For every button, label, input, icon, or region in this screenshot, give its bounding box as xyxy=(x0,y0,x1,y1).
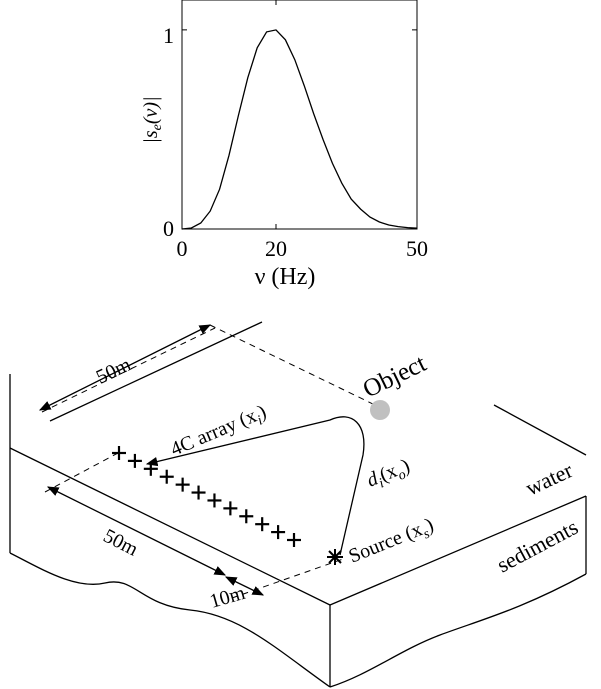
receiver-array xyxy=(112,446,301,547)
receiver-marker xyxy=(112,446,126,460)
water-label: water xyxy=(522,457,577,501)
object-marker xyxy=(370,400,390,420)
dim-arrow-small xyxy=(224,576,265,596)
source-label: Source (xs) xyxy=(346,514,439,572)
receiver-marker xyxy=(271,525,286,540)
top-face-back-edge xyxy=(49,321,263,422)
array-label: 4C array (xi) xyxy=(167,401,271,465)
receiver-marker xyxy=(287,533,301,547)
survey-area-front xyxy=(231,558,344,599)
ray-path xyxy=(145,416,365,556)
distance-label: di(xo) xyxy=(364,455,415,496)
spectrum-curve xyxy=(181,29,418,230)
ytick-label-1: 1 xyxy=(163,23,174,48)
receiver-marker xyxy=(127,453,142,468)
receiver-marker xyxy=(191,485,206,500)
ytick-label-0: 0 xyxy=(163,216,174,241)
source-marker xyxy=(327,549,343,565)
receiver-marker xyxy=(223,501,238,516)
receiver-marker xyxy=(255,517,270,532)
xtick-label-0: 0 xyxy=(177,236,188,261)
x-axis-label: ν (Hz) xyxy=(255,264,316,290)
object-label: Object xyxy=(359,350,431,404)
water-surface-edge xyxy=(493,404,587,456)
receiver-marker xyxy=(207,493,222,508)
dim-label-top: 50m xyxy=(93,353,135,388)
seabed-cut-right xyxy=(329,573,587,688)
sediments-label: sediments xyxy=(493,514,582,577)
dim-arrow-left xyxy=(46,486,227,576)
plot-frame xyxy=(181,0,418,230)
xtick-label-50: 50 xyxy=(406,236,428,261)
receiver-marker xyxy=(175,477,190,492)
receiver-marker xyxy=(143,461,158,476)
survey-area-lower-left xyxy=(44,452,119,493)
receiver-marker xyxy=(159,469,174,484)
xtick-label-20: 20 xyxy=(265,236,287,261)
spectrum-chart: 1 0 0 20 50 ν (Hz) |se(ν)| xyxy=(140,0,428,290)
top-face-left-edge xyxy=(9,447,331,606)
survey-area-back xyxy=(209,324,376,406)
receiver-marker xyxy=(239,509,254,524)
y-axis-label: |se(ν)| xyxy=(140,96,165,143)
dim-arrow-top xyxy=(38,324,212,411)
seabed-cut-left xyxy=(9,552,331,688)
survey-diagram: 50m 50m 10m Object 4C array (xi) di(xo) … xyxy=(9,321,587,688)
top-face-right-edge xyxy=(329,495,587,606)
dim-label-small: 10m xyxy=(207,582,248,613)
